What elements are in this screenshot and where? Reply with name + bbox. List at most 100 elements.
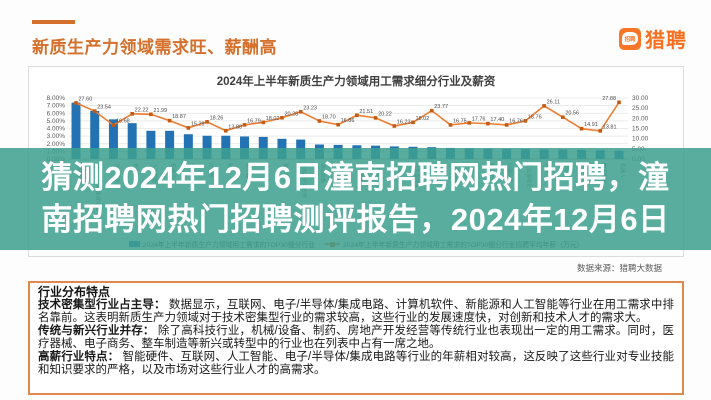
line-marker <box>579 126 584 131</box>
line-marker <box>317 119 322 123</box>
value-label: 21.99 <box>153 108 167 114</box>
value-label: 16.75 <box>453 118 467 124</box>
line-marker <box>617 100 621 105</box>
demand-bar <box>240 136 250 159</box>
line-marker <box>149 112 153 117</box>
line-marker <box>598 129 603 133</box>
data-source-note: 数据来源：猎聘大数据 <box>576 263 662 273</box>
headline-line-1: 猜测2024年12月6日潼南招聘网热门招聘，潼 <box>41 160 670 195</box>
analysis-box: 行业分布特点 技术密集型行业占主导： 数据显示，互联网、电子/半导体/集成电路、… <box>28 281 684 395</box>
demand-bar <box>127 123 137 159</box>
y-axis-label-right: 30.00 <box>632 95 649 102</box>
y-axis-label-left: 5.00% <box>47 118 66 125</box>
value-label: 23.77 <box>434 104 448 110</box>
value-label: 18.02 <box>416 116 430 122</box>
chat-bubble-icon: 招聘 <box>622 32 638 45</box>
demand-bar <box>183 134 193 159</box>
demand-bar <box>90 110 100 159</box>
value-label: 15.29 <box>191 121 205 127</box>
line-marker <box>355 113 359 118</box>
line-marker <box>205 120 209 124</box>
y-axis-label-left: 8.00% <box>47 95 66 102</box>
chart-title: 2024年上半年新质生产力领域用工需求细分行业及薪资 <box>216 76 496 88</box>
line-marker <box>467 121 472 125</box>
value-label: 27.60 <box>79 96 93 102</box>
line-marker <box>298 109 303 114</box>
analysis-paragraph: 高薪行业特点： 智能硬件、互联网、人工智能、电子/半导体/集成电路等行业的年薪相… <box>38 351 674 377</box>
y-axis-label-left: 4.00% <box>47 126 66 133</box>
line-marker <box>223 128 228 133</box>
value-label: 20.56 <box>565 111 579 117</box>
value-label: 20.28 <box>284 111 298 117</box>
analysis-section-label: 传统与新兴行业并存： <box>38 324 155 337</box>
demand-bar <box>202 135 212 159</box>
value-label: 22.22 <box>135 107 149 113</box>
value-label: 26.11 <box>547 99 560 105</box>
value-label: 18.70 <box>322 114 336 120</box>
y-axis-label-left: 3.00% <box>47 133 66 140</box>
analysis-section-label: 高薪行业特点： <box>38 350 120 363</box>
line-marker <box>373 116 378 120</box>
analysis-section-text: 智能硬件、互联网、人工智能、电子/半导体/集成电路等行业的年薪相对较高，这反映了… <box>38 350 674 376</box>
analysis-paragraph: 技术密集型行业占主导： 数据显示，互联网、电子/半导体/集成电路、计算机软件、新… <box>38 299 674 325</box>
analysis-title: 行业分布特点 <box>38 285 111 299</box>
value-label: 16.86 <box>341 118 355 124</box>
logo-badge-text: 招聘 <box>624 37 636 43</box>
line-marker <box>411 120 415 125</box>
demand-bar <box>108 119 118 159</box>
y-axis-label-right: 20.00 <box>632 115 649 122</box>
y-axis-label-right: 10.00 <box>632 136 649 143</box>
liepin-logo: 招聘 猎聘 <box>619 24 687 53</box>
line-marker <box>261 120 266 125</box>
line-marker <box>542 104 546 108</box>
value-label: 16.79 <box>247 118 261 124</box>
y-axis-label-left: 6.00% <box>47 110 66 117</box>
page-title: 新质生产力领域需求旺、薪酬高 <box>32 38 277 57</box>
analysis-section-text: 数据显示，互联网、电子/半导体/集成电路、计算机软件、新能源和人工智能等行业在用… <box>38 299 674 324</box>
line-marker <box>392 124 397 128</box>
value-label: 17.40 <box>490 117 504 123</box>
y-axis-label-right: 25.00 <box>632 105 649 112</box>
headline-overlay: 猜测2024年12月6日潼南招聘网热门招聘，潼 南招聘网热门招聘测评报告，202… <box>0 148 711 250</box>
value-label: 18.26 <box>210 115 224 121</box>
accent-dash <box>32 20 75 24</box>
line-marker <box>486 121 490 126</box>
line-marker <box>429 108 434 113</box>
salary-line <box>75 101 620 132</box>
demand-bar <box>221 135 231 159</box>
value-label: 14.91 <box>584 122 598 128</box>
analysis-section-label: 技术密集型行业占主导： <box>38 299 166 311</box>
line-marker <box>336 122 340 127</box>
demand-bar <box>258 136 268 159</box>
line-marker <box>561 115 565 119</box>
line-marker <box>92 109 97 113</box>
value-label: 18.02 <box>266 116 280 122</box>
line-marker <box>242 123 247 127</box>
value-label: 16.68 <box>116 119 130 125</box>
liepin-logo-text: 猎聘 <box>645 30 687 52</box>
line-marker <box>74 101 78 105</box>
line-marker <box>504 123 509 127</box>
value-label: 18.87 <box>172 114 186 120</box>
value-label: 13.81 <box>603 124 617 130</box>
line-marker <box>448 123 453 127</box>
line-marker <box>111 123 116 127</box>
line-marker <box>523 119 528 123</box>
value-label: 16.76 <box>509 118 523 124</box>
value-label: 23.54 <box>97 105 111 111</box>
y-axis-label-left: 7.00% <box>47 103 66 110</box>
line-marker <box>167 118 172 123</box>
demand-bar <box>146 130 156 159</box>
analysis-section-text: 除了高科技行业，机械/设备、制药、房地产开发经营等传统行业也表现出一定的用工需求… <box>38 324 675 350</box>
y-axis-label-left: 2.00% <box>47 141 66 148</box>
value-label: 13.88 <box>228 124 242 130</box>
demand-bar <box>165 130 175 159</box>
analysis-paragraph: 传统与新兴行业并存： 除了高科技行业，机械/设备、制药、房地产开发经营等传统行业… <box>38 325 674 351</box>
line-marker <box>186 126 191 130</box>
value-label: 18.76 <box>528 114 542 120</box>
value-label: 16.23 <box>397 119 411 125</box>
liepin-logo-icon: 招聘 <box>619 27 641 50</box>
value-label: 17.76 <box>472 116 486 122</box>
y-axis-label-right: 15.00 <box>632 126 649 133</box>
